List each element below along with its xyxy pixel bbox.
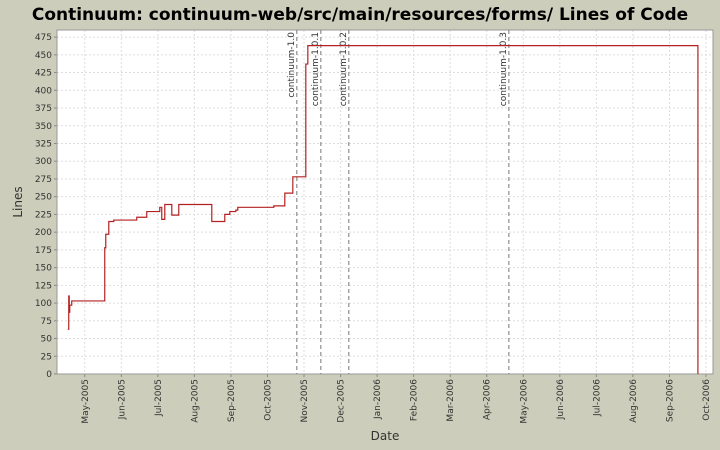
y-tick-label: 325 (35, 139, 52, 149)
plot-area (57, 30, 713, 374)
y-tick-label: 50 (41, 335, 53, 345)
x-tick-label: Sep-2006 (665, 379, 675, 422)
y-tick-label: 300 (35, 157, 52, 167)
y-tick-label: 475 (35, 33, 52, 43)
y-tick-label: 375 (35, 104, 52, 114)
x-tick-label: Sep-2005 (227, 379, 237, 422)
marker-label: continuum-1.0.3 (499, 32, 509, 106)
x-axis-title: Date (371, 429, 400, 443)
x-tick-label: Jun-2005 (117, 379, 127, 420)
y-tick-label: 100 (35, 299, 52, 309)
y-tick-label: 200 (35, 228, 52, 238)
y-tick-label: 450 (35, 51, 52, 61)
y-tick-label: 275 (35, 175, 52, 185)
marker-label: continuum-1.0 (287, 32, 297, 98)
x-tick-label: Apr-2006 (483, 379, 493, 420)
x-tick-label: May-2005 (81, 379, 91, 424)
y-axis-title: Lines (11, 186, 25, 217)
y-tick-label: 0 (46, 370, 52, 380)
y-tick-label: 425 (35, 69, 52, 79)
x-tick-label: Oct-2005 (263, 379, 273, 421)
data-line (67, 45, 699, 374)
x-tick-label: Oct-2006 (702, 379, 712, 421)
x-tick-label: Dec-2005 (337, 379, 347, 423)
y-tick-label: 400 (35, 86, 52, 96)
x-tick-label: Jul-2005 (154, 379, 164, 417)
x-tick-label: Feb-2006 (410, 379, 420, 421)
y-tick-label: 125 (35, 281, 52, 291)
y-tick-label: 350 (35, 122, 52, 132)
y-tick-label: 250 (35, 193, 52, 203)
x-tick-label: Jun-2006 (556, 379, 566, 420)
y-tick-label: 25 (41, 352, 52, 362)
plot-border (56, 29, 714, 375)
y-tick-label: 225 (35, 210, 52, 220)
y-tick-label: 175 (35, 246, 52, 256)
y-tick-label: 150 (35, 264, 52, 274)
x-tick-label: May-2006 (519, 379, 529, 424)
marker-label: continuum-1.0.1 (311, 32, 321, 106)
x-tick-label: Aug-2006 (629, 379, 639, 423)
x-tick-label: Jul-2006 (592, 379, 602, 417)
marker-label: continuum-1.0.2 (339, 32, 349, 106)
y-tick-label: 75 (41, 317, 52, 327)
chart-title: Continuum: continuum-web/src/main/resour… (32, 5, 688, 25)
x-tick-label: Aug-2005 (190, 379, 200, 423)
x-tick-label: Jan-2006 (373, 379, 383, 420)
x-tick-label: Nov-2005 (300, 379, 310, 422)
x-tick-label: Mar-2006 (446, 379, 456, 422)
